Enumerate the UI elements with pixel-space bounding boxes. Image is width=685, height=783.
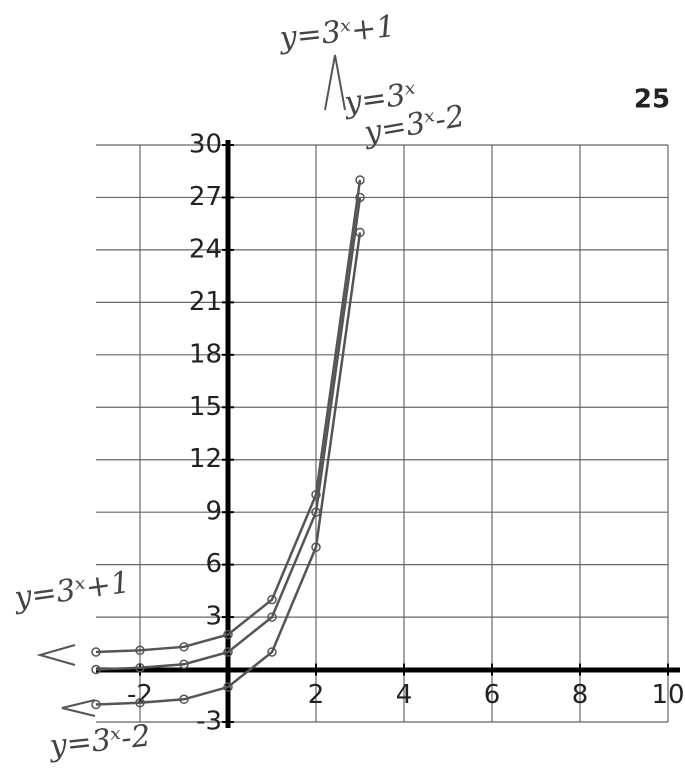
y-tick-label: 15 xyxy=(189,392,222,422)
page-number: 25 xyxy=(634,85,670,115)
y-tick-label: -3 xyxy=(196,707,222,737)
x-tick-label: -2 xyxy=(127,680,153,710)
arrow-head xyxy=(62,700,95,716)
annotation: y=3ˣ+1 xyxy=(10,565,132,616)
x-tick-label: 4 xyxy=(396,680,413,710)
chart: 25 y=3ˣ+1 y=3ˣ-2 -2246810-33691215182124… xyxy=(0,0,685,783)
series-label: y=3ˣ+1 xyxy=(276,9,397,56)
x-tick-label: 8 xyxy=(572,680,589,710)
x-tick-label: 6 xyxy=(484,680,501,710)
arrow-head xyxy=(40,645,75,665)
page: 25 y=3ˣ+1 y=3ˣ-2 -2246810-33691215182124… xyxy=(0,0,685,783)
y-tick-label: 9 xyxy=(205,497,222,527)
y-tick-label: 18 xyxy=(189,339,222,369)
y-tick-label: 6 xyxy=(205,549,222,579)
y-tick-label: 27 xyxy=(189,182,222,212)
arrow-head xyxy=(325,55,345,110)
annotation: y=3ˣ-2 xyxy=(46,719,152,765)
y-tick-label: 3 xyxy=(205,602,222,632)
x-tick-label: 10 xyxy=(651,680,684,710)
y-tick-label: 30 xyxy=(189,130,222,160)
x-tick-label: 2 xyxy=(308,680,325,710)
grid xyxy=(96,145,668,722)
y-tick-label: 21 xyxy=(189,287,222,317)
y-tick-label: 24 xyxy=(189,234,222,264)
y-tick-label: 12 xyxy=(189,444,222,474)
